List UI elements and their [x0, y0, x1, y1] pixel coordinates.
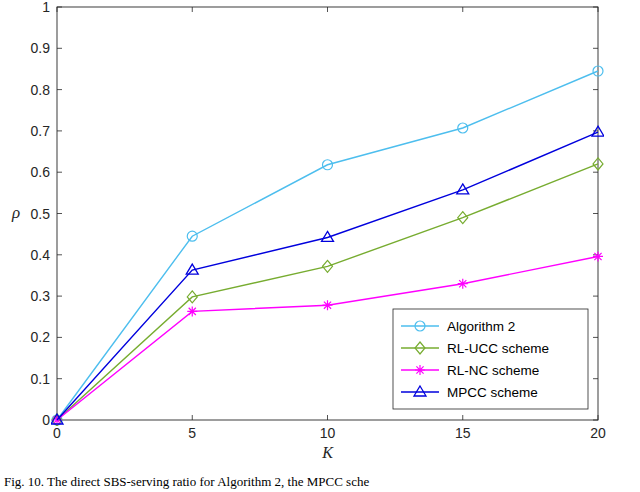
- y-tick: [593, 378, 598, 379]
- series-line: [57, 132, 598, 420]
- y-tick-label: 0.7: [31, 123, 51, 139]
- series: [51, 126, 604, 424]
- marker: [593, 251, 603, 261]
- marker: [323, 160, 333, 170]
- y-tick: [57, 378, 62, 379]
- y-tick-label: 0.6: [31, 164, 51, 180]
- marker: [593, 66, 603, 76]
- y-tick: [593, 48, 598, 49]
- legend-line: [401, 347, 439, 348]
- y-tick: [593, 213, 598, 214]
- marker: [458, 123, 468, 133]
- y-tick-label: 0.3: [31, 288, 51, 304]
- x-tick: [192, 415, 193, 420]
- series-line: [57, 256, 598, 420]
- marker: [323, 300, 333, 310]
- y-tick: [57, 89, 62, 90]
- marker: [323, 260, 333, 272]
- y-tick-label: 0: [42, 412, 50, 428]
- y-tick: [57, 296, 62, 297]
- marker: [458, 212, 468, 224]
- x-tick-label: 10: [320, 425, 336, 441]
- legend-line: [401, 325, 439, 326]
- y-tick-label: 0.9: [31, 40, 51, 56]
- series: [52, 251, 603, 425]
- y-tick: [593, 337, 598, 338]
- y-tick: [57, 337, 62, 338]
- y-tick: [57, 172, 62, 173]
- marker: [457, 184, 469, 194]
- legend-marker: [415, 342, 425, 354]
- y-tick-label: 0.4: [31, 247, 51, 263]
- y-tick-label: 0.2: [31, 329, 51, 345]
- y-tick-label: 1: [42, 0, 50, 15]
- series: [52, 158, 603, 426]
- y-tick-label: 0.5: [31, 206, 51, 222]
- x-tick-label: 20: [590, 425, 606, 441]
- y-tick: [593, 172, 598, 173]
- y-tick: [57, 254, 62, 255]
- marker: [187, 306, 197, 316]
- x-tick: [327, 7, 328, 12]
- legend-label: Algorithm 2: [447, 319, 515, 334]
- x-tick-label: 0: [53, 425, 61, 441]
- y-tick: [593, 89, 598, 90]
- marker: [186, 264, 198, 274]
- legend-line: [401, 391, 439, 392]
- series: [52, 66, 603, 425]
- marker: [322, 231, 334, 241]
- legend-label: MPCC scheme: [447, 385, 538, 400]
- x-tick-label: 15: [455, 425, 471, 441]
- x-axis-label: K: [321, 444, 334, 461]
- marker: [458, 279, 468, 289]
- legend: Algorithm 2 RL-UCC scheme RL-NC scheme MPCC…: [393, 309, 588, 409]
- marker: [187, 231, 197, 241]
- x-tick: [462, 7, 463, 12]
- y-tick: [57, 213, 62, 214]
- legend-label: RL-UCC scheme: [447, 341, 549, 356]
- y-tick: [593, 296, 598, 297]
- y-tick-label: 0.8: [31, 82, 51, 98]
- x-tick-label: 5: [188, 425, 196, 441]
- x-tick: [192, 7, 193, 12]
- x-tick: [462, 415, 463, 420]
- legend-box: [393, 309, 588, 409]
- plot-area: [51, 66, 604, 426]
- chart: 00.10.20.30.40.50.60.70.80.9105101520KρF…: [0, 0, 640, 492]
- marker: [51, 414, 63, 424]
- y-tick: [57, 130, 62, 131]
- marker: [592, 126, 604, 136]
- marker: [593, 158, 603, 170]
- x-tick: [327, 415, 328, 420]
- series-line: [57, 164, 598, 420]
- legend-marker: [415, 321, 425, 331]
- marker: [187, 291, 197, 303]
- y-tick: [57, 48, 62, 49]
- legend-label: RL-NC scheme: [447, 363, 539, 378]
- series-line: [57, 71, 598, 420]
- plot-frame: [57, 7, 598, 420]
- y-axis-label: ρ: [11, 203, 20, 222]
- plot-bg: [57, 7, 598, 420]
- y-tick-label: 0.1: [31, 371, 51, 387]
- caption: Fig. 10. The direct SBS-serving ratio fo…: [4, 474, 369, 489]
- legend-marker: [414, 386, 426, 396]
- legend-marker: [415, 365, 425, 375]
